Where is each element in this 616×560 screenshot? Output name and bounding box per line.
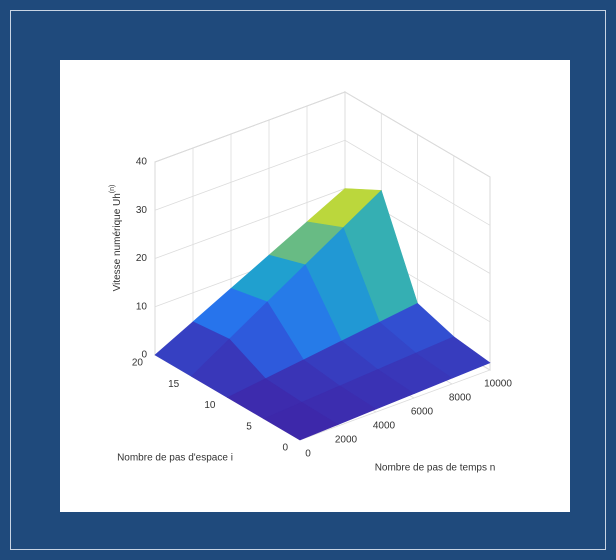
x-tick-label: 10000: [484, 379, 512, 390]
surface-patch: [263, 401, 339, 441]
x-tick-label: 4000: [373, 421, 396, 432]
x-axis-label: Nombre de pas de temps n: [375, 463, 496, 474]
z-tick-label: 40: [136, 157, 148, 168]
z-axis-label-sup: (n): [109, 185, 116, 194]
y-tick-label: 15: [168, 379, 180, 390]
x-tick-label: 8000: [449, 393, 472, 404]
z-tick-label: 20: [136, 253, 148, 264]
y-axis-label: Nombre de pas d'espace i: [117, 453, 233, 464]
z-axis-label-text: Vitesse numérique Uh: [112, 193, 123, 291]
x-tick-label: 6000: [411, 407, 434, 418]
frame: [10, 10, 606, 550]
x-tick-label: 0: [305, 449, 311, 460]
y-tick-label: 5: [246, 421, 252, 432]
y-tick-label: 0: [282, 443, 288, 454]
grid-line: [154, 139, 491, 226]
y-tick-label: 10: [204, 400, 216, 411]
z-axis-label: Vitesse numérique Uh(n): [109, 185, 123, 292]
z-tick-label: 30: [136, 205, 148, 216]
y-tick-label: 20: [132, 358, 144, 369]
z-tick-label: 0: [141, 350, 147, 361]
z-tick-label: 10: [136, 301, 148, 312]
x-tick-label: 2000: [335, 435, 358, 446]
grid-line: [154, 91, 491, 178]
